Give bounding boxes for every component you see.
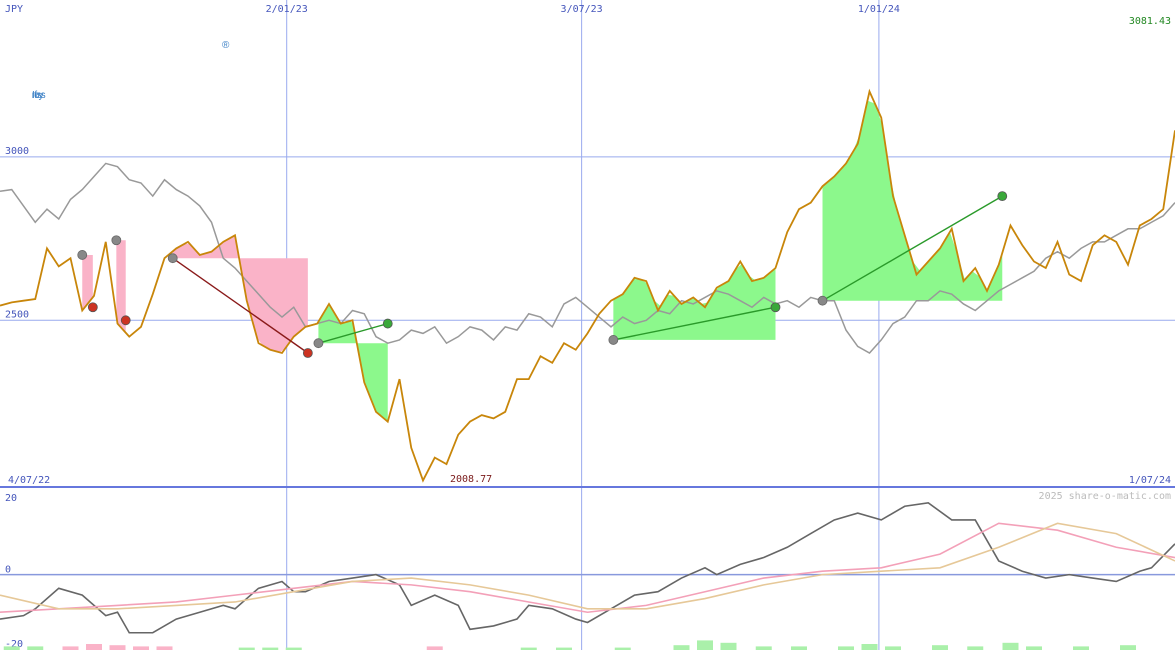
trade-exit-marker-gain: [382, 318, 393, 329]
trade-fill-loss: [172, 235, 308, 353]
series-line-average: [0, 162, 1175, 354]
x-tick-label: 1/01/24: [858, 4, 900, 15]
trade-fill-loss: [82, 254, 93, 311]
osc-bar: [614, 647, 631, 650]
min-value-label: 2008.77: [450, 474, 492, 485]
x-start-label: 4/07/22: [8, 475, 50, 486]
trade-line-gain: [318, 322, 388, 344]
osc-series-signal-fast: [0, 522, 1175, 614]
trade-exit-marker-loss: [87, 302, 98, 313]
osc-bar: [720, 642, 737, 650]
trade-entry-marker: [111, 235, 122, 246]
osc-tick-label: 20: [5, 493, 17, 504]
osc-bar: [238, 647, 255, 650]
osc-bar: [520, 647, 537, 650]
trade-entry-marker: [77, 250, 88, 260]
brand-logo: Infosys ®: [32, 40, 230, 101]
osc-bar: [838, 646, 854, 650]
osc-bar: [133, 646, 149, 650]
osc-series-momentum: [0, 501, 1175, 634]
trade-fill-loss: [116, 240, 126, 333]
brand-trademark: ®: [222, 40, 230, 51]
trade-exit-marker-loss: [302, 348, 313, 358]
osc-bar: [86, 644, 102, 650]
osc-bar: [1120, 645, 1136, 650]
trade-fills: [82, 100, 1003, 422]
osc-bar: [262, 647, 279, 650]
osc-bar: [285, 647, 302, 650]
osc-bar: [673, 645, 690, 650]
trade-entry-marker: [817, 295, 828, 306]
osc-bar: [1026, 646, 1042, 650]
oscillator-panel: [0, 501, 1175, 650]
osc-bar: [755, 646, 772, 650]
y-tick-label: 2500: [5, 309, 29, 320]
osc-bar: [556, 647, 572, 650]
trade-line-gain: [822, 195, 1003, 302]
trade-entry-marker: [167, 253, 178, 264]
osc-bar: [885, 646, 901, 650]
series-line-price: [0, 88, 1175, 483]
osc-bar: [426, 646, 443, 650]
x-end-label: 1/07/24: [1129, 475, 1171, 486]
currency-label: JPY: [5, 4, 23, 15]
osc-bar: [861, 644, 878, 650]
trade-line-gain: [613, 306, 776, 341]
osc-bar: [1002, 642, 1019, 650]
trade-exit-marker-loss: [120, 315, 131, 326]
trade-entry-marker: [608, 335, 619, 345]
last-value-label: 3081.43: [1129, 16, 1171, 27]
x-tick-label: 3/07/23: [561, 4, 603, 15]
osc-bar: [62, 646, 79, 650]
brand-logo-text: Infosys: [32, 90, 46, 101]
x-tick-label: 2/01/23: [266, 4, 308, 15]
osc-bar: [109, 645, 126, 650]
osc-bar: [3, 646, 20, 650]
osc-bar: [697, 640, 713, 650]
osc-bar: [27, 646, 44, 650]
trade-fill-gain: [318, 305, 388, 422]
osc-bar: [932, 645, 948, 650]
osc-tick-label: -20: [5, 639, 23, 650]
price-series: [0, 88, 1175, 483]
trade-line-loss: [172, 257, 309, 354]
trade-exit-marker-gain: [997, 191, 1008, 202]
trade-markers: [77, 191, 1008, 358]
trade-fill-gain: [822, 100, 1003, 301]
trade-exit-marker-gain: [770, 302, 781, 313]
y-tick-label: 3000: [5, 146, 29, 157]
osc-bar: [967, 646, 984, 650]
credit-label: 2025 share-o-matic.com: [1039, 491, 1171, 502]
trade-fill-gain: [613, 263, 776, 340]
osc-bar: [791, 646, 807, 650]
trade-entry-marker: [313, 338, 324, 349]
osc-bar: [156, 646, 173, 650]
osc-series-signal-slow: [0, 522, 1175, 610]
osc-tick-label: 0: [5, 565, 11, 576]
osc-bar: [1073, 646, 1089, 650]
